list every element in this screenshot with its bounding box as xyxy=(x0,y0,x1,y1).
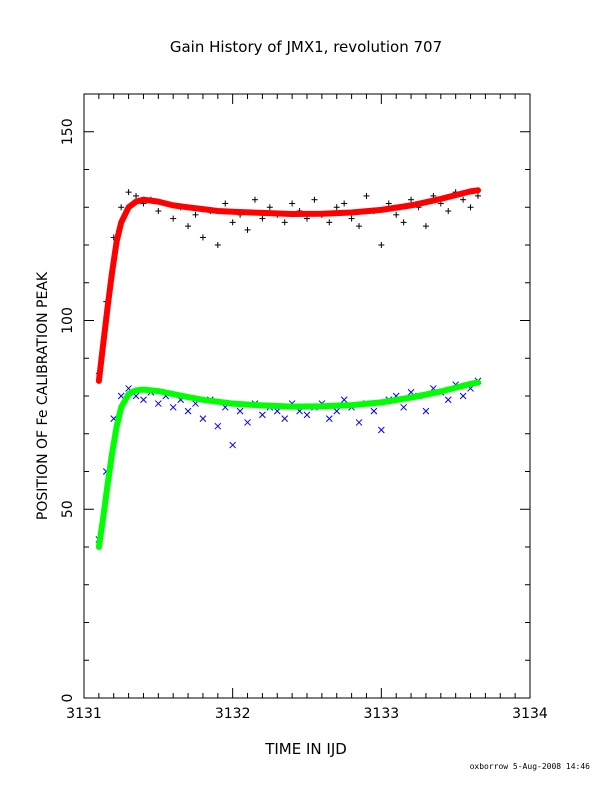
data-point xyxy=(118,204,125,211)
data-point xyxy=(459,392,467,400)
fit-line-3 xyxy=(95,379,481,550)
data-point xyxy=(185,223,192,230)
data-point xyxy=(356,223,363,230)
data-point xyxy=(244,419,251,426)
data-point xyxy=(273,407,281,415)
fit-line-2 xyxy=(95,187,481,384)
data-point xyxy=(326,219,333,226)
data-point xyxy=(400,219,407,226)
data-point xyxy=(251,196,258,203)
data-point xyxy=(393,211,400,218)
data-point xyxy=(192,211,199,218)
data-point xyxy=(422,407,430,415)
data-point xyxy=(170,215,177,222)
data-point xyxy=(281,219,288,226)
data-point xyxy=(348,215,355,222)
data-point xyxy=(244,226,251,233)
data-point xyxy=(229,219,236,226)
data-point xyxy=(289,200,296,207)
data-point xyxy=(266,204,273,211)
data-point xyxy=(199,234,206,241)
data-point xyxy=(199,415,207,423)
y-tick-label: 100 xyxy=(60,307,76,334)
data-point xyxy=(408,196,415,203)
data-point xyxy=(400,403,407,411)
data-point xyxy=(311,196,318,203)
data-point xyxy=(340,396,348,404)
data-point xyxy=(377,426,385,434)
y-tick-label: 50 xyxy=(60,500,76,518)
y-tick-label: 150 xyxy=(60,118,76,145)
data-point xyxy=(214,242,221,248)
data-point xyxy=(370,407,378,415)
data-point xyxy=(140,396,147,404)
data-point xyxy=(325,415,333,423)
data-point xyxy=(385,200,392,207)
x-axis-label: TIME IN IJD xyxy=(265,740,347,758)
data-point xyxy=(378,242,385,248)
x-tick-label: 3134 xyxy=(512,706,548,722)
data-point xyxy=(125,189,132,196)
y-tick-label: 0 xyxy=(60,694,76,703)
data-point xyxy=(259,215,266,222)
data-point xyxy=(333,204,340,211)
data-point xyxy=(445,208,452,215)
data-point xyxy=(222,200,229,207)
data-point xyxy=(133,192,140,199)
x-tick-label: 3131 xyxy=(66,706,102,722)
data-point xyxy=(184,407,192,415)
chart-title: Gain History of JMX1, revolution 707 xyxy=(169,38,443,56)
data-point xyxy=(281,415,289,423)
data-point xyxy=(169,403,177,411)
data-point xyxy=(341,200,348,207)
data-point xyxy=(154,400,162,407)
data-point xyxy=(460,196,467,203)
data-point xyxy=(467,204,474,211)
data-point xyxy=(474,192,481,199)
data-point xyxy=(444,396,452,404)
y-axis-label: POSITION OF Fe CALIBRATION PEAK xyxy=(35,271,51,520)
data-point xyxy=(259,411,266,419)
data-point xyxy=(155,208,162,215)
data-point xyxy=(333,407,341,415)
x-tick-label: 3133 xyxy=(364,706,400,722)
data-point xyxy=(355,419,363,426)
footer-stamp: oxborrow 5-Aug-2008 14:46 xyxy=(469,762,590,771)
x-tick-label: 3132 xyxy=(215,706,251,722)
data-point xyxy=(422,223,429,230)
data-point xyxy=(229,441,237,449)
data-point xyxy=(214,422,222,430)
data-point xyxy=(303,411,311,419)
data-point xyxy=(236,407,244,415)
data-point xyxy=(363,192,370,199)
